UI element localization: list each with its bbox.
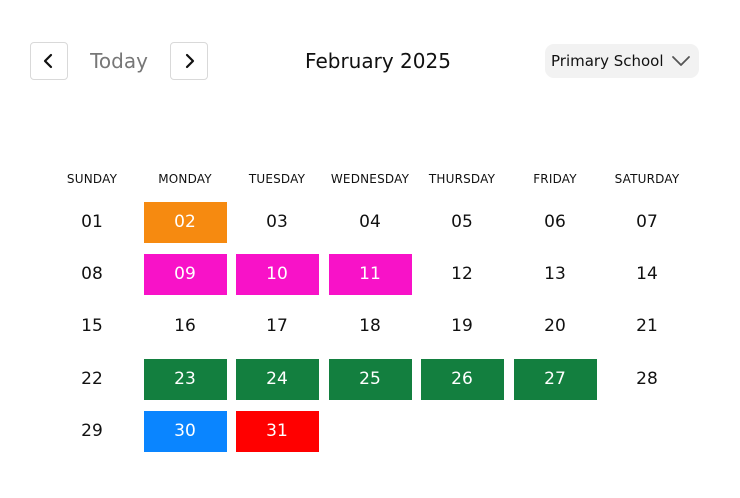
day-cell-20[interactable]: 20 [544, 316, 566, 336]
day-cell-23[interactable]: 23 [143, 359, 227, 400]
day-cell-06[interactable]: 06 [544, 212, 566, 232]
day-cell-11[interactable]: 11 [328, 254, 412, 295]
day-cell-21[interactable]: 21 [636, 316, 658, 336]
school-select-value: Primary School [551, 52, 664, 70]
day-cell-08[interactable]: 08 [81, 264, 103, 284]
weekday-header-sunday: SUNDAY [66, 172, 118, 186]
day-cell-02[interactable]: 02 [143, 202, 227, 243]
weekday-header-friday: FRIDAY [533, 172, 577, 186]
month-title: February 2025 [305, 49, 451, 73]
day-cell-17[interactable]: 17 [266, 316, 288, 336]
day-cell-03[interactable]: 03 [266, 212, 288, 232]
weekday-header-tuesday: TUESDAY [248, 172, 306, 186]
day-cell-07[interactable]: 07 [636, 212, 658, 232]
chevron-left-icon [43, 53, 53, 69]
day-cell-31[interactable]: 31 [235, 411, 319, 452]
day-cell-22[interactable]: 22 [81, 369, 103, 389]
weekday-header-monday: MONDAY [158, 172, 212, 186]
today-button[interactable]: Today [90, 49, 148, 73]
weekday-header-thursday: THURSDAY [428, 172, 496, 186]
day-cell-04[interactable]: 04 [359, 212, 381, 232]
school-select[interactable]: Primary School [545, 44, 699, 78]
day-cell-09[interactable]: 09 [143, 254, 227, 295]
weekday-header-saturday: SATURDAY [614, 172, 680, 186]
day-cell-13[interactable]: 13 [544, 264, 566, 284]
weekday-header-wednesday: WEDNESDAY [330, 172, 410, 186]
day-cell-16[interactable]: 16 [174, 316, 196, 336]
previous-month-button[interactable] [30, 42, 68, 80]
day-cell-29[interactable]: 29 [81, 421, 103, 441]
day-cell-14[interactable]: 14 [636, 264, 658, 284]
day-cell-01[interactable]: 01 [81, 212, 103, 232]
day-cell-18[interactable]: 18 [359, 316, 381, 336]
day-cell-19[interactable]: 19 [451, 316, 473, 336]
day-cell-05[interactable]: 05 [451, 212, 473, 232]
day-cell-26[interactable]: 26 [420, 359, 504, 400]
next-month-button[interactable] [170, 42, 208, 80]
day-cell-12[interactable]: 12 [451, 264, 473, 284]
day-cell-15[interactable]: 15 [81, 316, 103, 336]
day-cell-28[interactable]: 28 [636, 369, 658, 389]
day-cell-24[interactable]: 24 [235, 359, 319, 400]
day-cell-10[interactable]: 10 [235, 254, 319, 295]
chevron-down-icon [672, 56, 690, 66]
chevron-right-icon [185, 53, 195, 69]
day-cell-27[interactable]: 27 [513, 359, 597, 400]
day-cell-30[interactable]: 30 [143, 411, 227, 452]
day-cell-25[interactable]: 25 [328, 359, 412, 400]
